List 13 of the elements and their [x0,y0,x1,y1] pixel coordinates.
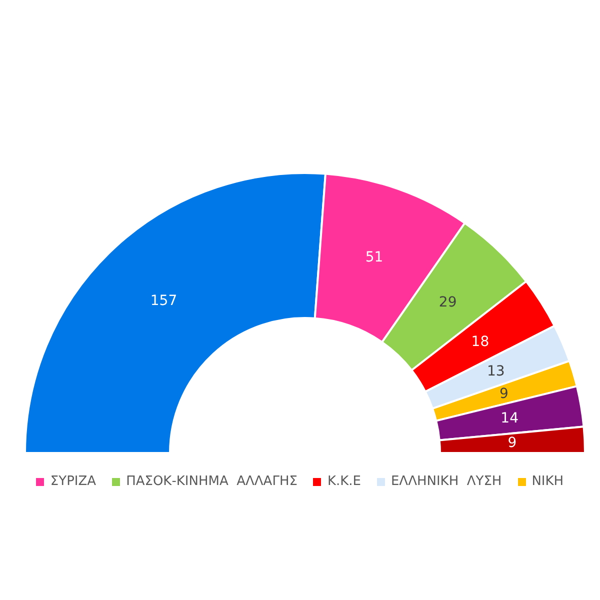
legend-label: ΕΛΛΗΝΙΚΗ ΛΥΣΗ [390,474,502,489]
legend-label: ΣΥΡΙΖΑ [49,474,96,489]
data-label: 13 [486,364,505,380]
data-label: 51 [365,249,384,266]
data-label: 14 [500,410,519,426]
data-label: 29 [438,294,457,310]
data-label: 18 [471,334,490,350]
legend-label: Κ.Κ.Ε [326,474,361,489]
data-label: 9 [508,435,517,452]
legend-label: ΠΑΣΟΚ-ΚΙΝΗΜΑ ΑΛΛΑΓΗΣ [125,474,298,489]
data-label: 157 [150,292,178,309]
legend-label: ΝΙΚΗ [530,474,564,489]
data-label: 9 [499,386,508,402]
